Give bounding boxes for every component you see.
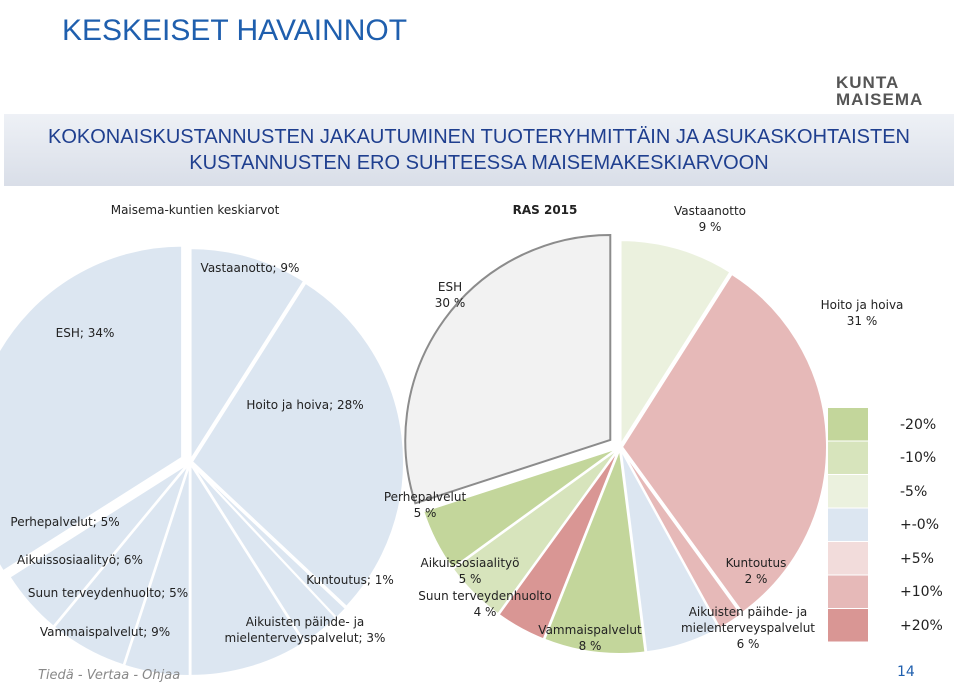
slice-label: Aikuisten päihde- ja mielenterveyspalvel… — [218, 614, 393, 646]
slice-label: Hoito ja hoiva 31 % — [821, 297, 904, 329]
slice-label: Suun terveydenhuolto; 5% — [28, 585, 188, 601]
slice-label: ESH 30 % — [435, 279, 466, 311]
category-label: Hoito ja hoiva — [820, 298, 904, 312]
slice-label-text: Kuntoutus; 1% — [306, 573, 394, 587]
footer: Tiedä - Vertaa - Ohjaa — [38, 668, 181, 683]
page-number: 14 — [897, 664, 915, 680]
value-label: 5 % — [458, 572, 482, 586]
value-label: 5 % — [413, 506, 437, 520]
slice-label-text: Vastaanotto; 9% — [200, 261, 300, 275]
logo-text: MAISEMA — [836, 90, 924, 109]
slide-title: KESKEISET HAVAINNOT — [62, 14, 408, 47]
slice-label-text: Hoito ja hoiva; 28% — [246, 398, 364, 412]
category-label: Vammaispalvelut — [538, 623, 642, 637]
legend-label: +10% — [900, 584, 943, 601]
subtitle-line: KOKONAISKUSTANNUSTEN JAKAUTUMINEN TUOTER… — [48, 126, 910, 148]
legend-swatch — [828, 542, 868, 575]
pie-slice — [0, 244, 184, 573]
slice-label: Perhepalvelut; 5% — [10, 514, 119, 530]
pie-slice — [421, 446, 619, 570]
slice-label: Vammaispalvelut 8 % — [538, 622, 641, 654]
category-label: Vastaanotto — [674, 204, 746, 218]
slice-label-text: Aikuisten päihde- ja mielenterveyspalvel… — [224, 615, 386, 645]
value-label: 8 % — [578, 639, 602, 653]
slice-label: Perhepalvelut 5 % — [384, 489, 466, 521]
legend-swatch — [828, 475, 868, 508]
value-label: 4 % — [473, 605, 497, 619]
slice-label: Vastaanotto 9 % — [674, 203, 746, 235]
category-label: Perhepalvelut — [383, 490, 467, 504]
legend-label: +5% — [900, 550, 934, 567]
logo: KUNTA MAISEMA — [836, 74, 923, 108]
slice-label: Aikuissosiaalityö; 6% — [17, 552, 143, 568]
legend-swatch — [828, 408, 868, 441]
pie-slice — [190, 281, 405, 609]
category-label: ESH — [437, 280, 463, 294]
category-label: Suun terveydenhuolto — [418, 589, 552, 603]
slice-label: Vammaispalvelut; 9% — [40, 624, 170, 640]
pie-slice — [542, 448, 647, 655]
legend-label: +-0% — [900, 517, 939, 534]
slice-label: Kuntoutus 2 % — [726, 555, 787, 587]
legend-label: -20% — [900, 416, 937, 433]
legend-swatch — [828, 508, 868, 541]
slice-label-text: Vammaispalvelut; 9% — [39, 625, 171, 639]
slice-label: Vastaanotto; 9% — [201, 260, 300, 276]
legend-swatch — [828, 575, 868, 608]
pie-slice — [8, 462, 190, 629]
value-label: 2 % — [744, 572, 768, 586]
subtitle-line: KUSTANNUSTEN ERO SUHTEESSA MAISEMAKESKIA… — [189, 152, 769, 174]
slice-label: Suun terveydenhuolto 4 % — [418, 588, 551, 620]
slice-label: Hoito ja hoiva; 28% — [246, 397, 363, 413]
category-label: Aikuissosiaalityö — [420, 556, 520, 570]
value-label: 30 % — [434, 296, 466, 310]
category-label: Aikuisten päihde- ja mielenterveyspalvel… — [680, 605, 816, 635]
legend-swatch — [828, 609, 868, 642]
slice-label: Aikuisten päihde- ja mielenterveyspalvel… — [673, 604, 823, 652]
value-label: 9 % — [698, 220, 722, 234]
pie-slice — [189, 247, 306, 464]
slice-label-text: Perhepalvelut; 5% — [10, 515, 120, 529]
category-label: Kuntoutus — [725, 556, 787, 570]
slice-label-text: Aikuissosiaalityö; 6% — [17, 553, 143, 567]
pie-slice — [620, 272, 828, 615]
chart-title: Maisema-kuntien keskiarvot — [110, 203, 280, 217]
chart-title: RAS 2015 — [512, 203, 578, 217]
pie-slice — [189, 460, 306, 677]
legend-label: -5% — [900, 483, 928, 500]
subtitle: KOKONAISKUSTANNUSTEN JAKAUTUMINEN TUOTER… — [4, 114, 954, 186]
slice-label: ESH; 34% — [56, 325, 115, 341]
legend-label: -10% — [900, 450, 937, 467]
value-label: 31 % — [846, 314, 878, 328]
slice-label: Aikuissosiaalityö 5 % — [420, 555, 519, 587]
legend-label: +20% — [900, 617, 943, 634]
pie-slice — [404, 233, 612, 505]
legend-swatch — [828, 441, 868, 474]
slice-label-text: Suun terveydenhuolto; 5% — [27, 586, 189, 600]
value-label: 6 % — [736, 637, 760, 651]
logo-text: KUNTA — [836, 73, 900, 92]
pie-slice — [619, 239, 732, 449]
slice-label-text: ESH; 34% — [55, 326, 115, 340]
slice-label: Kuntoutus; 1% — [306, 572, 394, 588]
